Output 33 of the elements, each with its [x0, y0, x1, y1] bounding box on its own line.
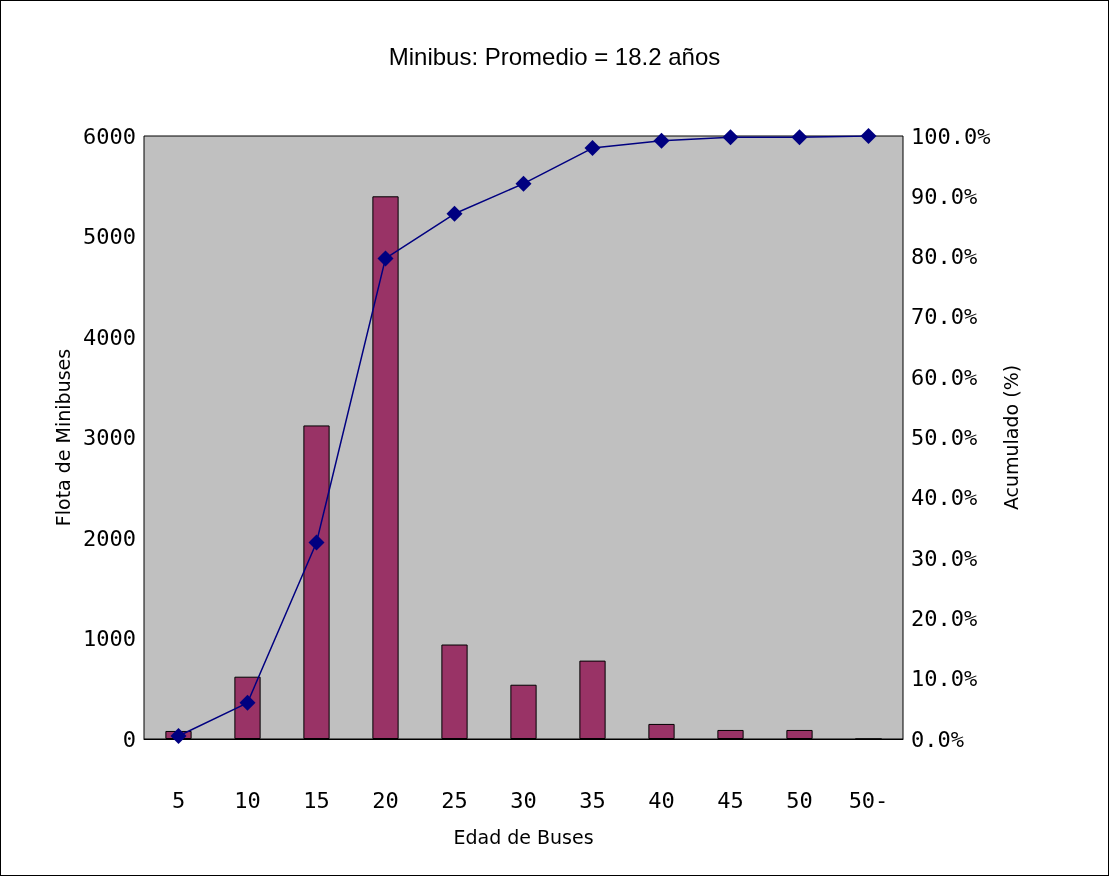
y2-tick-label: 100.0% [911, 123, 991, 149]
x-tick-label: 5 [171, 787, 186, 813]
x-tick-label: 10 [234, 787, 261, 813]
x-tick-label: 35 [579, 787, 606, 813]
y-tick-label: 0 [122, 726, 136, 752]
x-tick-label: 40 [648, 787, 675, 813]
y2-axis-title: Acumulado (%) [999, 364, 1022, 511]
y2-tick-label: 80.0% [911, 244, 978, 270]
x-tick-label: 20 [372, 787, 399, 813]
y2-tick-label: 20.0% [911, 605, 978, 631]
x-tick-label: 50- [848, 787, 889, 813]
y-tick-label: 2000 [83, 525, 136, 551]
y-tick-label: 3000 [83, 425, 136, 450]
y2-tick-label: 60.0% [911, 364, 978, 390]
y2-tick-label: 70.0% [911, 304, 978, 330]
y2-tick-label: 30.0% [911, 545, 978, 571]
y-tick-label: 4000 [83, 324, 136, 350]
chart-title: Minibus: Promedio = 18.2 años [388, 42, 721, 70]
y-tick-label: 1000 [83, 626, 136, 651]
y2-tick-label: 50.0% [911, 425, 978, 450]
y-axis-title: Flota de Minibuses [51, 348, 74, 527]
x-tick-label: 25 [441, 787, 468, 813]
y2-tick-label: 90.0% [911, 183, 978, 209]
y2-tick-label: 10.0% [911, 666, 978, 692]
y2-tick-label: 0.0% [911, 726, 964, 752]
y-tick-label: 5000 [83, 224, 136, 249]
x-tick-label: 15 [303, 787, 330, 813]
x-tick-label: 45 [717, 787, 744, 813]
y2-tick-label: 40.0% [911, 485, 978, 511]
y-tick-label: 6000 [83, 123, 136, 149]
x-tick-label: 50 [786, 787, 813, 813]
x-tick-label: 30 [510, 787, 537, 813]
x-axis-title: Edad de Buses [453, 825, 594, 848]
